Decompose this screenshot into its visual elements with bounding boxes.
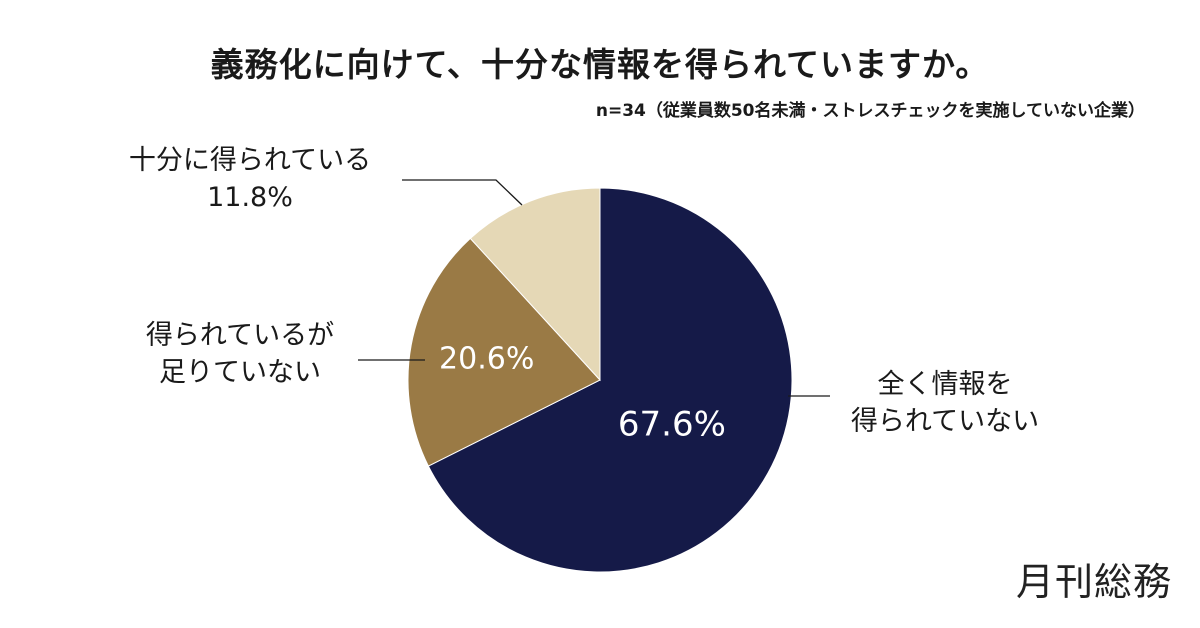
slice-label-notenough: 得られているが 足りていない <box>130 317 350 391</box>
slice-value-label-notenough: 20.6% <box>439 342 534 377</box>
slice-label-enough-name: 十分に得られている <box>128 145 372 176</box>
leader-line-enough <box>402 179 523 206</box>
slice-label-notenough-line2: 足りていない <box>159 357 321 388</box>
slice-label-none-line2: 得られていない <box>850 406 1040 437</box>
slice-label-none: 全く情報を 得られていない <box>830 366 1060 440</box>
publisher-logo: 月刊総務 <box>1015 560 1172 604</box>
slice-label-notenough-line1: 得られているが <box>145 320 335 351</box>
slice-label-enough: 十分に得られている 11.8% <box>95 142 405 216</box>
pie-slice-notenough <box>407 237 601 467</box>
slice-value-label-none: 67.6% <box>618 404 726 444</box>
slice-label-none-line1: 全く情報を <box>877 369 1013 400</box>
chart-subtitle: n=34（従業員数50名未満・ストレスチェックを実施していない企業） <box>595 101 1145 121</box>
pie-slice-enough <box>469 187 601 382</box>
pie-slice-none <box>427 187 793 573</box>
slice-label-enough-value: 11.8% <box>207 182 293 213</box>
chart-title: 義務化に向けて、十分な情報を得られていますか。 <box>210 45 990 84</box>
